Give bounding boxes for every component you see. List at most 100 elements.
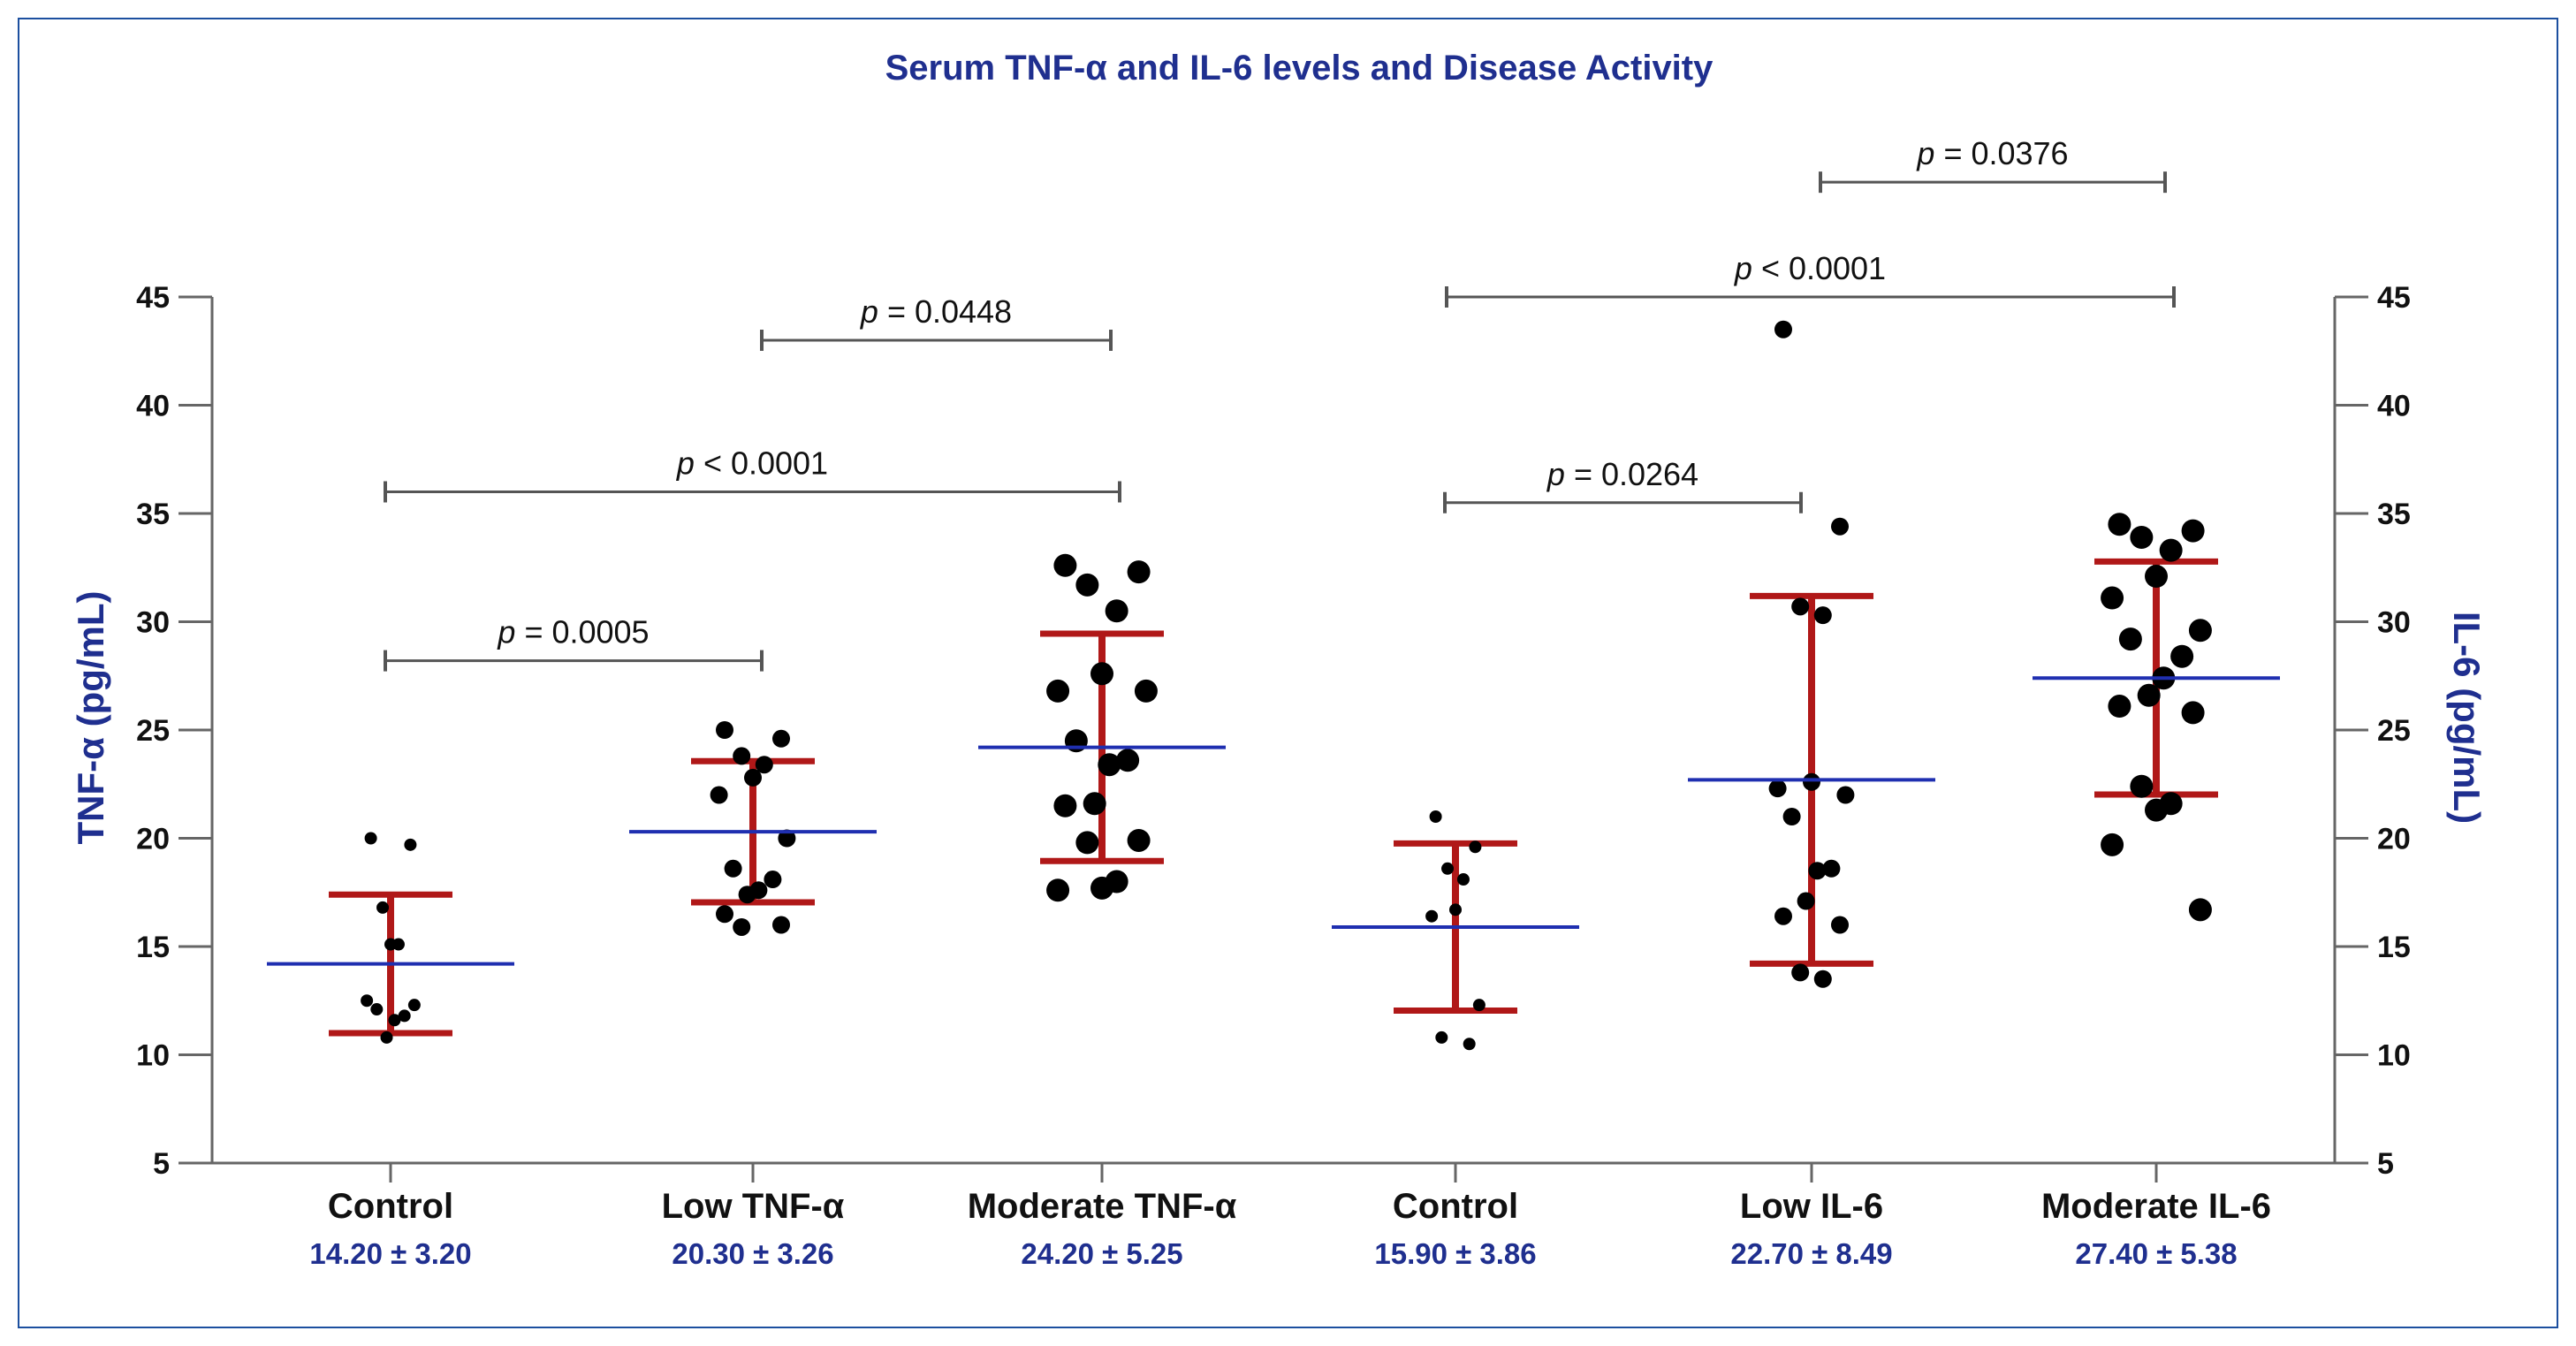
data-point bbox=[384, 938, 397, 951]
data-point bbox=[2188, 619, 2212, 643]
mean-sd-label: 15.90 ± 3.86 bbox=[1374, 1237, 1536, 1270]
data-point bbox=[716, 905, 733, 924]
y-tick-label-right: 40 bbox=[2377, 390, 2411, 423]
group-6: Moderate IL-6 27.40 ± 5.38 bbox=[2033, 513, 2280, 1270]
y-tick-label-right: 45 bbox=[2377, 281, 2411, 315]
data-point bbox=[1813, 606, 1832, 625]
mean-sd-label: 24.20 ± 5.25 bbox=[1021, 1237, 1182, 1270]
data-point bbox=[2137, 683, 2161, 707]
data-point bbox=[1075, 573, 1099, 597]
data-point bbox=[1808, 862, 1827, 880]
bracket-1: p = 0.0005 bbox=[384, 614, 764, 672]
data-point bbox=[1774, 907, 1792, 925]
data-point bbox=[1782, 808, 1801, 825]
p-value-label: p = 0.0376 bbox=[1916, 135, 2068, 171]
data-point bbox=[2118, 627, 2142, 651]
data-point bbox=[772, 916, 790, 934]
data-point bbox=[733, 747, 751, 765]
y-tick-label-left: 35 bbox=[136, 498, 170, 531]
data-point bbox=[370, 1003, 384, 1016]
category-label: Low IL-6 bbox=[1740, 1187, 1883, 1226]
scatter-chart: Serum TNF-α and IL-6 levels and Disease … bbox=[70, 49, 2488, 1270]
data-point bbox=[1116, 749, 1140, 772]
data-point bbox=[1768, 779, 1787, 798]
y-tick-label-left: 5 bbox=[153, 1147, 170, 1181]
category-label: Low TNF-α bbox=[662, 1187, 845, 1226]
y-tick-label-right: 30 bbox=[2377, 606, 2411, 640]
group-2: Low TNF-α 20.30 ± 3.26 bbox=[629, 721, 877, 1270]
y-tick-label-left: 30 bbox=[136, 606, 170, 640]
data-point bbox=[2130, 774, 2154, 798]
axes: 5 5 10 10 15 15 20 20 25 25 30 30 35 35 40 40 45 45 bbox=[136, 281, 2411, 1181]
data-point bbox=[1105, 599, 1128, 623]
data-point bbox=[1090, 662, 1113, 686]
p-value-label: p = 0.0005 bbox=[497, 614, 649, 650]
data-point bbox=[1797, 892, 1815, 910]
data-point bbox=[764, 871, 782, 889]
data-point bbox=[1127, 560, 1151, 584]
bracket-4: p = 0.0264 bbox=[1443, 456, 1803, 513]
p-value-label: p = 0.0264 bbox=[1546, 456, 1698, 492]
y-tick-label-left: 45 bbox=[136, 281, 170, 315]
group-3: Moderate TNF-α 24.20 ± 5.25 bbox=[968, 553, 1237, 1270]
data-point bbox=[738, 886, 756, 904]
data-point bbox=[1456, 873, 1470, 886]
data-point bbox=[361, 994, 374, 1008]
y-tick-label-right: 5 bbox=[2377, 1147, 2394, 1181]
bracket-6: p = 0.0376 bbox=[1819, 135, 2167, 194]
data-point bbox=[388, 1014, 401, 1027]
data-point bbox=[755, 756, 773, 774]
data-point bbox=[1134, 679, 1158, 703]
y-tick-label-left: 15 bbox=[136, 931, 170, 964]
data-point bbox=[2101, 833, 2124, 856]
data-point bbox=[1053, 553, 1077, 577]
data-point bbox=[2145, 798, 2168, 822]
data-point bbox=[1441, 862, 1455, 875]
category-label: Moderate IL-6 bbox=[2041, 1187, 2271, 1226]
data-point bbox=[1046, 679, 1070, 703]
data-point bbox=[1075, 831, 1099, 855]
y-axis-label-right: IL-6 (pg/mL) bbox=[2446, 612, 2488, 824]
data-point bbox=[1791, 963, 1810, 982]
data-point bbox=[1435, 1030, 1448, 1044]
mean-sd-label: 14.20 ± 3.20 bbox=[309, 1237, 471, 1270]
y-tick-label-left: 10 bbox=[136, 1039, 170, 1073]
data-point bbox=[2170, 644, 2194, 668]
data-point bbox=[1836, 786, 1855, 804]
data-point bbox=[1813, 970, 1832, 988]
data-point bbox=[2181, 519, 2205, 543]
data-point bbox=[2181, 701, 2205, 725]
data-point bbox=[2159, 538, 2183, 562]
data-point bbox=[1463, 1038, 1476, 1051]
group-4: Control 15.90 ± 3.86 bbox=[1332, 810, 1579, 1270]
data-point bbox=[772, 729, 790, 748]
data-point bbox=[2108, 695, 2131, 719]
bracket-3: p = 0.0448 bbox=[760, 293, 1113, 351]
group-1: Control 14.20 ± 3.20 bbox=[267, 832, 514, 1270]
data-point bbox=[716, 721, 733, 739]
data-point bbox=[380, 1030, 393, 1044]
y-axis-label-left: TNF-α (pg/mL) bbox=[70, 590, 111, 844]
data-point bbox=[1774, 320, 1792, 338]
data-point bbox=[1127, 828, 1151, 852]
data-groups: Control 14.20 ± 3.20 Low TNF-α 20.30 ± 3.26… bbox=[267, 320, 2280, 1270]
data-point bbox=[407, 999, 421, 1012]
data-point bbox=[1822, 859, 1841, 878]
data-point bbox=[1046, 878, 1070, 902]
significance-brackets: p = 0.0005 p < 0.0001 p = 0.0448 p = 0.0264… bbox=[384, 135, 2176, 672]
data-point bbox=[710, 786, 728, 804]
category-label: Moderate TNF-α bbox=[968, 1187, 1237, 1226]
category-label: Control bbox=[328, 1187, 453, 1226]
data-point bbox=[1083, 792, 1106, 816]
mean-sd-label: 27.40 ± 5.38 bbox=[2075, 1237, 2237, 1270]
chart-frame: Serum TNF-α and IL-6 levels and Disease … bbox=[18, 18, 2558, 1328]
y-tick-label-right: 25 bbox=[2377, 714, 2411, 748]
data-point bbox=[733, 917, 751, 936]
y-tick-label-right: 10 bbox=[2377, 1039, 2411, 1073]
data-point bbox=[1425, 909, 1439, 923]
p-value-label: p < 0.0001 bbox=[1734, 250, 1886, 286]
data-point bbox=[1469, 840, 1482, 854]
y-tick-label-right: 15 bbox=[2377, 931, 2411, 964]
data-point bbox=[1449, 903, 1462, 916]
data-point bbox=[1803, 772, 1820, 791]
